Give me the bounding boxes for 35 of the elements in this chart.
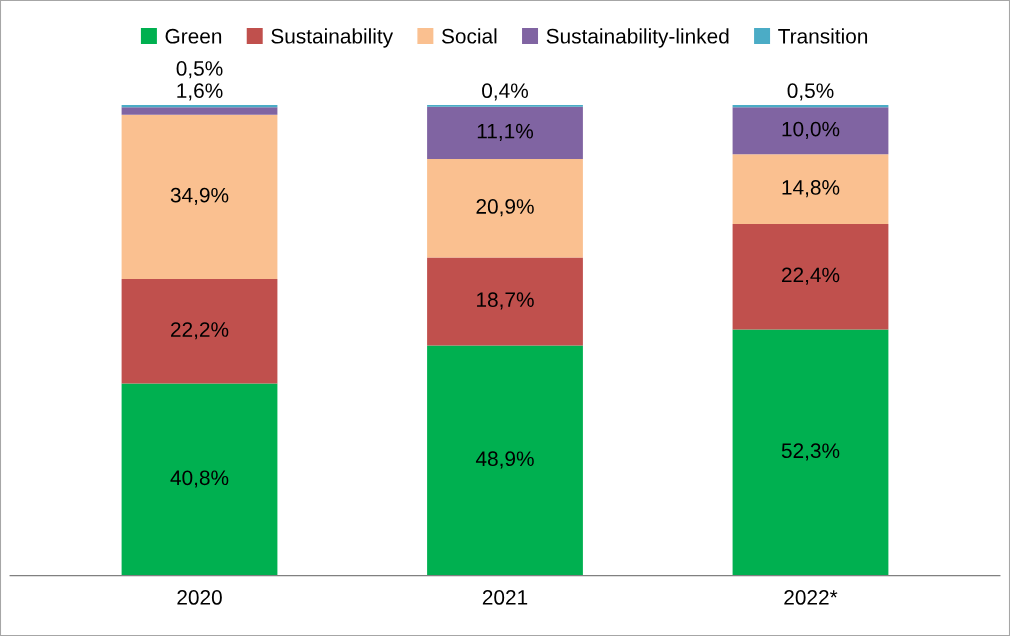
legend-label: Green [165, 28, 222, 44]
bar [121, 279, 278, 384]
x-tick-label: 2021 [482, 590, 528, 605]
bar [427, 345, 583, 576]
data-label: 14,8% [782, 180, 840, 198]
bar [732, 224, 889, 330]
data-label: 34,9% [170, 187, 229, 205]
legend-label: Transition [778, 28, 868, 44]
data-label: 0,5% [787, 83, 834, 101]
bar [427, 159, 583, 258]
legend-label: Sustainability-linked [546, 28, 729, 48]
bar [427, 106, 583, 160]
data-label: 10,0% [782, 121, 840, 139]
bar [427, 257, 583, 346]
data-label: 40,8% [170, 470, 229, 488]
data-label: 20,9% [476, 199, 534, 217]
bar [732, 107, 889, 155]
legend-label: Social [441, 28, 497, 44]
data-label: 22,4% [782, 267, 840, 285]
data-label: 1,6% [177, 83, 223, 101]
legend-label: Sustainability [271, 28, 394, 48]
bar [121, 383, 278, 576]
bar [732, 329, 889, 576]
data-label: 11,1% [477, 123, 534, 141]
data-label: 0,5% [176, 61, 223, 79]
data-label: 48,9% [475, 451, 534, 469]
bar [732, 154, 889, 225]
data-label: 22,2% [171, 322, 229, 340]
bar [121, 107, 278, 115]
bar [121, 114, 278, 280]
data-label: 18,7% [477, 292, 534, 310]
data-label: 52,3% [781, 443, 840, 461]
x-tick-label: 2022* [784, 590, 838, 605]
x-tick-label: 2020 [177, 590, 222, 605]
data-label: 0,4% [482, 83, 528, 101]
